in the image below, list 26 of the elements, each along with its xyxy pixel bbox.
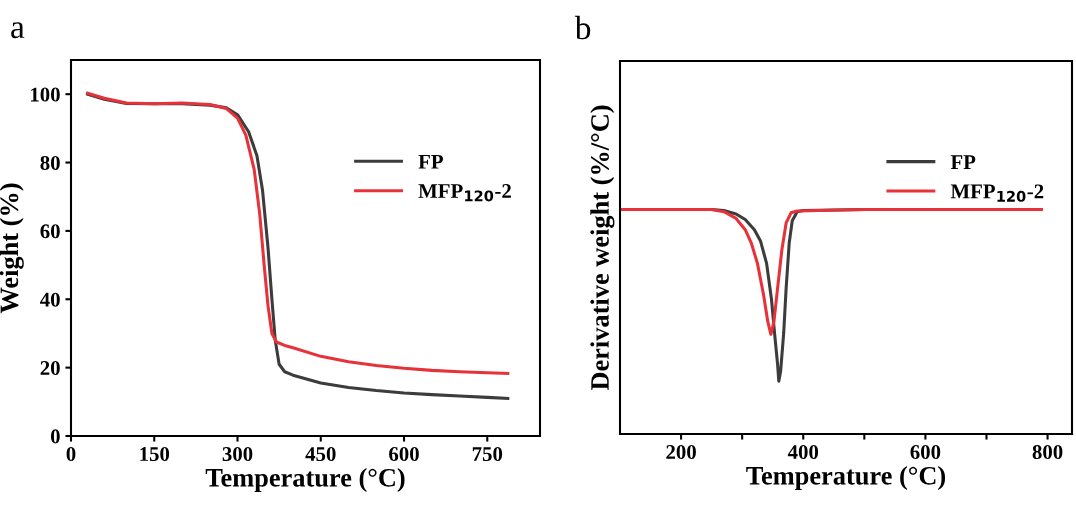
y-tick-label: 0 bbox=[50, 429, 60, 444]
text: b bbox=[574, 15, 591, 40]
x-axis-title: Temperature (°C) bbox=[746, 466, 946, 491]
x-axis-title: Temperature (°C) bbox=[205, 468, 405, 493]
legend-label: MFP$_{120}$-2 bbox=[950, 184, 1044, 202]
y-tick-label: 20 bbox=[40, 361, 60, 376]
x-tick-label: 400 bbox=[787, 445, 819, 460]
x-tick-label: 0 bbox=[66, 447, 76, 462]
y-tick-label: 100 bbox=[31, 87, 60, 102]
y-tick-label: 60 bbox=[40, 224, 60, 239]
x-tick-label: 150 bbox=[140, 447, 170, 462]
x-tick-label: 750 bbox=[472, 447, 503, 462]
legend-label: MFP$_{120}$-2 bbox=[418, 184, 511, 202]
x-tick-label: 450 bbox=[305, 447, 336, 462]
x-tick-label: 300 bbox=[222, 447, 253, 462]
text: a bbox=[11, 22, 25, 39]
y-axis-title: Weight (%) bbox=[0, 183, 24, 314]
y-tick-label: 40 bbox=[40, 292, 60, 307]
legend-label: FP bbox=[950, 155, 976, 169]
x-tick-label: 600 bbox=[389, 447, 419, 462]
y-axis-title: Derivative weight (%/°C) bbox=[590, 105, 615, 391]
legend-label: FP bbox=[418, 154, 443, 169]
x-tick-label: 200 bbox=[666, 445, 696, 460]
x-tick-label: 600 bbox=[910, 445, 941, 460]
x-tick-label: 800 bbox=[1032, 445, 1063, 460]
y-tick-label: 80 bbox=[40, 155, 60, 170]
